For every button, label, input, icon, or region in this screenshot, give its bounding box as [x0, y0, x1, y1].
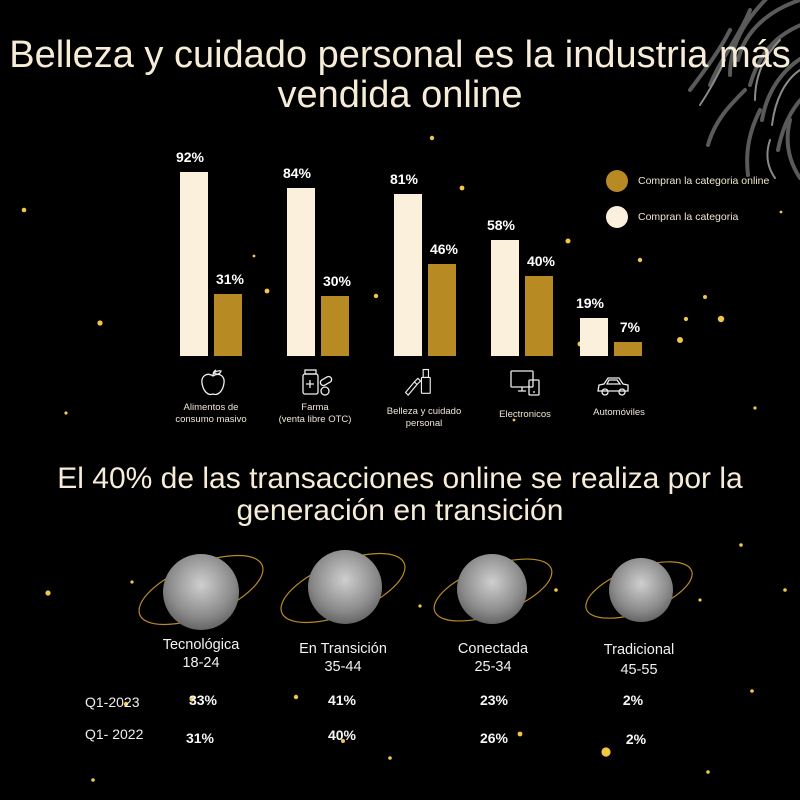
generation-tradicional: Tradicional 45-55	[564, 548, 714, 678]
generation-ages: 25-34	[474, 659, 512, 675]
data-label-total-electronicos: 58%	[487, 217, 516, 233]
lion-logo-decoration	[688, 0, 800, 180]
data-label-total-belleza-y-cuidado-personal: 81%	[390, 171, 419, 187]
section-subtitle: El 40% de las transacciones online se re…	[57, 462, 743, 528]
legend-item-total: Compran la categoria	[606, 206, 769, 228]
bar-online-belleza-y-cuidado-personal	[428, 264, 456, 356]
data-label-online-alimentos-de-consumo-masivo: 31%	[216, 271, 245, 287]
value-en-transicion-2022: 40%	[327, 727, 357, 743]
category-bar-chart: 92% 84% 81% 58% 19% 31% 30% 46% 40% 7%	[176, 149, 642, 356]
generation-name: Tradicional	[603, 642, 675, 658]
category-label-line: personal	[405, 418, 443, 430]
data-label-online-farma-venta-libre-otc: 30%	[323, 273, 352, 289]
category-label-line: Automóviles	[593, 407, 645, 418]
person-photo-avatar	[163, 554, 239, 630]
category-label-line: (venta libre OTC)	[278, 414, 352, 426]
bar-total-belleza-y-cuidado-personal	[394, 194, 422, 356]
category-label-line: Alimentos de	[183, 402, 239, 413]
category-label-belleza: Belleza y cuidado personal	[364, 406, 484, 431]
value-conectada-2022: 26%	[479, 730, 509, 746]
category-label-automoviles: Automóviles	[559, 407, 679, 419]
main-title: Belleza y cuidado personal es la industr…	[9, 34, 791, 116]
bar-online-alimentos-de-consumo-masivo	[214, 294, 242, 356]
category-label-line: consumo masivo	[175, 414, 247, 426]
data-label-online-belleza-y-cuidado-personal: 46%	[430, 241, 459, 257]
legend-label-online: Compran la categoria online	[638, 175, 770, 187]
data-label-total-alimentos-de-consumo-masivo: 92%	[176, 149, 205, 165]
generation-en-transicion: En Transición 35-44	[268, 546, 418, 676]
value-tradicional-2023: 2%	[622, 692, 644, 708]
chart-legend: Compran la categoria online Compran la c…	[606, 170, 769, 242]
bar-total-automoviles	[580, 318, 608, 356]
bar-online-farma-venta-libre-otc	[321, 296, 349, 356]
bar-online-automoviles	[614, 342, 642, 356]
data-label-total-farma-venta-libre-otc: 84%	[283, 165, 312, 181]
category-label-line: Belleza y cuidado	[386, 406, 462, 417]
category-label-line: Farma	[301, 402, 329, 413]
medicine-icon	[302, 369, 333, 396]
generation-ages: 18-24	[182, 655, 220, 671]
generation-tecnologica: Tecnológica 18-24	[126, 548, 276, 678]
generation-ages: 35-44	[324, 659, 362, 675]
bar-online-electronicos	[525, 276, 553, 356]
devices-icon	[510, 370, 540, 396]
category-label-line: Electronicos	[499, 409, 551, 420]
category-label-farma: Farma (venta libre OTC)	[255, 402, 375, 427]
data-label-total-automoviles: 19%	[576, 295, 605, 311]
car-icon	[597, 377, 629, 396]
person-photo-avatar	[609, 558, 673, 622]
person-photo-avatar	[457, 554, 527, 624]
bar-total-alimentos-de-consumo-masivo	[180, 172, 208, 356]
value-tecnologica-2022: 31%	[185, 730, 215, 746]
row-label-q1-2023: Q1-2023	[85, 694, 140, 710]
cosmetics-icon	[404, 368, 431, 396]
generation-ages: 45-55	[620, 662, 658, 678]
row-label-q1-2022: Q1- 2022	[85, 726, 144, 742]
value-en-transicion-2023: 41%	[327, 692, 357, 708]
value-conectada-2023: 23%	[479, 692, 509, 708]
value-tecnologica-2023: 33%	[188, 692, 218, 708]
category-label-alimentos: Alimentos de consumo masivo	[151, 402, 271, 427]
value-tradicional-2022: 2%	[625, 731, 647, 747]
legend-item-online: Compran la categoria online	[606, 170, 769, 192]
person-photo-avatar	[308, 550, 382, 624]
category-label-electronicos: Electronicos	[465, 409, 585, 421]
bar-total-electronicos	[491, 240, 519, 356]
apple-icon	[201, 369, 225, 396]
generation-name: Tecnológica	[162, 637, 240, 653]
generation-name: Conectada	[457, 641, 529, 657]
legend-label-total: Compran la categoria	[638, 211, 739, 223]
legend-swatch-total	[606, 206, 628, 228]
data-label-online-electronicos: 40%	[527, 253, 556, 269]
data-label-online-automoviles: 7%	[620, 319, 641, 335]
bar-total-farma-venta-libre-otc	[287, 188, 315, 356]
generation-name: En Transición	[299, 641, 387, 657]
legend-swatch-online	[606, 170, 628, 192]
generation-conectada: Conectada 25-34	[418, 548, 568, 678]
